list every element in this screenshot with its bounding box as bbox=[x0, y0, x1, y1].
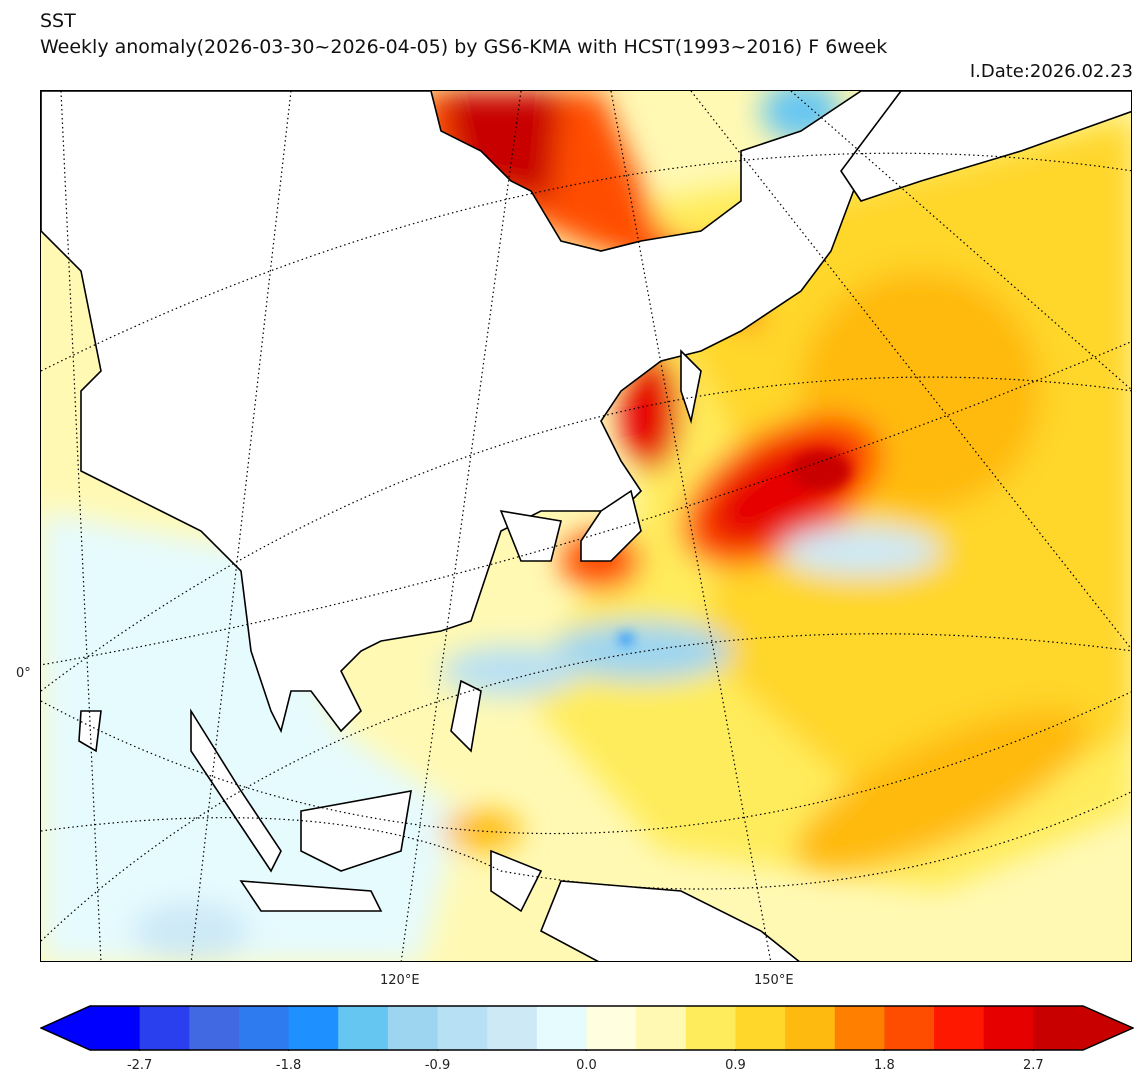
colorbar-outline bbox=[40, 1005, 1134, 1051]
colorbar-segment bbox=[735, 1006, 786, 1050]
colorbar bbox=[40, 1005, 1134, 1051]
colorbar-tick-label: 2.7 bbox=[1023, 1058, 1044, 1073]
colorbar-segment bbox=[90, 1006, 141, 1050]
colorbar-segment bbox=[437, 1006, 488, 1050]
issue-date: I.Date:2026.02.23 bbox=[969, 61, 1133, 82]
colorbar-segment bbox=[685, 1006, 736, 1050]
graticule bbox=[41, 91, 1131, 961]
colorbar-tick-label: 1.8 bbox=[874, 1058, 895, 1073]
colorbar-segment bbox=[983, 1006, 1034, 1050]
colorbar-extend-low bbox=[41, 1006, 90, 1050]
map-canvas bbox=[41, 91, 1131, 961]
colorbar-segment bbox=[785, 1006, 836, 1050]
lon-label-150e: 150°E bbox=[754, 973, 794, 988]
colorbar-segment bbox=[487, 1006, 538, 1050]
map-title: SST bbox=[40, 10, 76, 32]
colorbar-tick-label: 0.0 bbox=[576, 1058, 597, 1073]
colorbar-segment bbox=[238, 1006, 290, 1050]
colorbar-segment bbox=[586, 1006, 637, 1050]
colorbar-segment bbox=[536, 1006, 587, 1050]
sst-anomaly-map bbox=[40, 90, 1132, 962]
colorbar-segment bbox=[834, 1006, 885, 1050]
colorbar-segment bbox=[288, 1006, 339, 1050]
colorbar-segment bbox=[1033, 1006, 1084, 1050]
colorbar-tick-label: 0.9 bbox=[725, 1058, 746, 1073]
lon-label-120e: 120°E bbox=[380, 973, 420, 988]
colorbar-extend-high bbox=[1083, 1006, 1133, 1050]
map-subtitle: Weekly anomaly(2026-03-30~2026-04-05) by… bbox=[40, 36, 888, 58]
colorbar-tick-label: -1.8 bbox=[275, 1058, 302, 1073]
colorbar-segment bbox=[884, 1006, 935, 1050]
colorbar-tick-label: -2.7 bbox=[126, 1058, 153, 1073]
land bbox=[41, 91, 1131, 961]
colorbar-tick-label: -0.9 bbox=[424, 1058, 451, 1073]
colorbar-segment bbox=[636, 1006, 687, 1050]
lat-label-0: 0° bbox=[16, 666, 31, 681]
colorbar-segment bbox=[189, 1006, 240, 1050]
colorbar-segment bbox=[139, 1006, 190, 1050]
colorbar-segment bbox=[934, 1006, 985, 1050]
colorbar-segment bbox=[387, 1006, 439, 1050]
colorbar-segment bbox=[338, 1006, 389, 1050]
